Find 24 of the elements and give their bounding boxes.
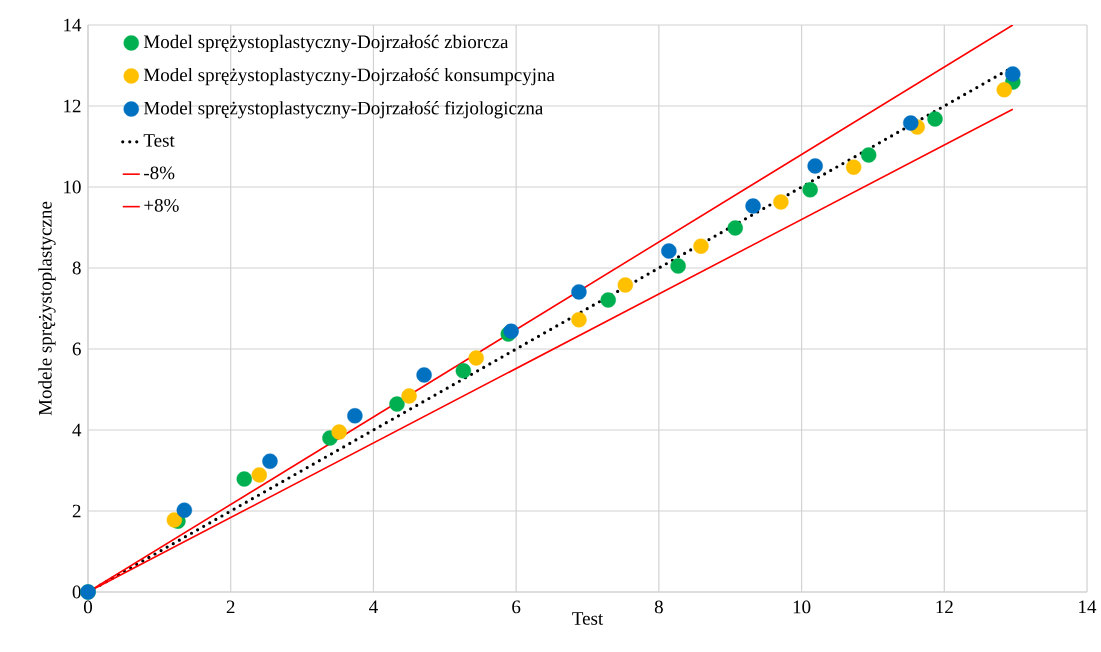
x-tick-label: 4	[369, 600, 378, 614]
y-tick-label: 10	[64, 180, 81, 194]
legend-label: Model sprężystoplastyczny-Dojrzałość zbiorcza	[143, 34, 509, 53]
x-tick-label: 10	[793, 600, 811, 614]
y-tick-label: 12	[64, 99, 81, 113]
y-tick-label: 0	[72, 585, 81, 599]
x-tick-label: 6	[512, 600, 521, 614]
x-tick-label: 0	[83, 600, 93, 614]
x-tick-label: 12	[936, 600, 953, 614]
legend-label: +8%	[144, 198, 179, 212]
y-tick-label: 2	[72, 504, 81, 518]
x-tick-label: 14	[1079, 600, 1097, 614]
legend-label: Model sprężystoplastyczny-Dojrzałość fizjologiczna	[143, 100, 544, 119]
y-tick-label: 8	[72, 261, 81, 275]
x-tick-label: 8	[654, 600, 663, 614]
y-tick-label: 14	[64, 18, 82, 32]
x-axis-title: Test	[572, 612, 604, 625]
y-tick-label: 6	[72, 342, 81, 356]
legend-label: Test	[143, 134, 175, 147]
legend-label: Model sprężystoplastyczny-Dojrzałość konsumpcyjna	[143, 67, 555, 86]
y-tick-label: 4	[72, 423, 82, 437]
legend-label: -8%	[144, 166, 175, 180]
x-tick-label: 2	[226, 600, 235, 614]
y-axis-title: Modele sprężystoplastyczne	[38, 201, 56, 416]
